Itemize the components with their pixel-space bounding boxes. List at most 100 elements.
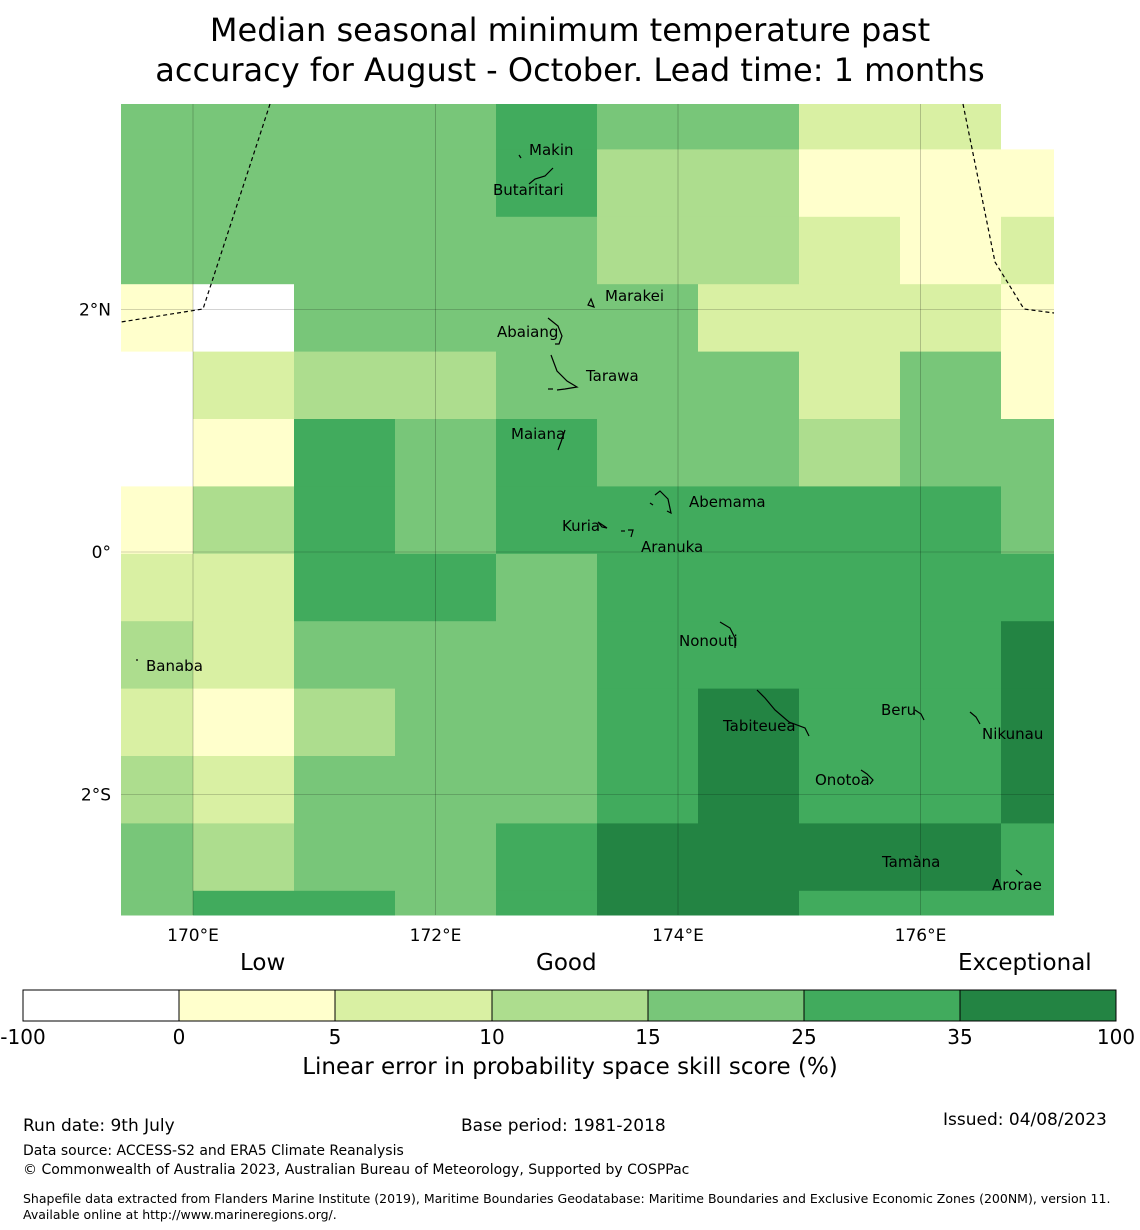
grid-cell xyxy=(900,419,1001,487)
island-label: Abaiang xyxy=(497,323,558,341)
grid-cell xyxy=(496,621,597,690)
shapefile-credit: Shapefile data extracted from Flanders M… xyxy=(23,1191,1111,1222)
eez-boundary-west xyxy=(120,103,271,323)
grid-cell xyxy=(395,351,496,420)
grid-cell xyxy=(395,553,496,622)
grid-cell xyxy=(496,104,597,150)
grid-cell xyxy=(193,149,294,218)
grid-cell xyxy=(193,621,294,690)
grid-cell xyxy=(698,688,799,757)
grid-cell xyxy=(496,284,597,353)
grid-cell xyxy=(597,688,698,757)
grid-cell xyxy=(597,553,698,622)
title-line-2: accuracy for August - October. Lead time… xyxy=(155,51,985,89)
grid-cell xyxy=(1001,486,1054,555)
grid-cell xyxy=(121,688,193,757)
grid-cell xyxy=(193,688,294,757)
grid-cell xyxy=(121,553,193,622)
colorbar-tick-label: 15 xyxy=(635,1025,660,1049)
grid-cell xyxy=(193,351,294,420)
grid-cell xyxy=(900,823,1001,892)
grid-cell xyxy=(597,419,698,487)
grid-cell xyxy=(496,553,597,622)
grid-cell xyxy=(698,149,799,218)
y-tick-label: 2°S xyxy=(81,786,111,806)
colorbar-tick-label: -100 xyxy=(0,1025,45,1049)
island-outline xyxy=(969,711,981,725)
graticule xyxy=(121,104,1054,915)
colorbar-segment xyxy=(959,989,1117,1022)
island-outline xyxy=(597,521,608,529)
island-outline xyxy=(587,297,596,308)
run-date: Run date: 9th July xyxy=(23,1116,175,1136)
grid-cell xyxy=(1001,688,1054,757)
grid-cell xyxy=(799,486,900,555)
grid-cell xyxy=(294,621,395,690)
y-tick-label: 2°N xyxy=(79,301,111,321)
grid-cell xyxy=(294,756,395,824)
grid-cell xyxy=(121,149,193,218)
grid-cell xyxy=(597,216,698,285)
grid-cell xyxy=(1001,104,1054,150)
grid-cell xyxy=(799,216,900,285)
grid-cell xyxy=(121,486,193,555)
island-outline xyxy=(914,709,925,721)
grid-cell xyxy=(193,104,294,150)
colorbar-tick-labels: -100 0 5 10 15 25 35 100 xyxy=(0,1025,1135,1049)
grid-cell xyxy=(597,284,698,353)
grid-cell xyxy=(1001,284,1054,353)
grid-cell xyxy=(799,419,900,487)
grid-cell xyxy=(799,621,900,690)
colorbar-segment xyxy=(334,989,493,1022)
island-label: Beru xyxy=(881,701,916,719)
grid-cell xyxy=(496,419,597,487)
grid-cell xyxy=(193,284,294,353)
grid-cell xyxy=(193,419,294,487)
grid-cell xyxy=(597,351,698,420)
grid-cell xyxy=(294,149,395,218)
copyright: © Commonwealth of Australia 2023, Austra… xyxy=(23,1162,690,1178)
island-outline xyxy=(550,354,579,391)
island-outline xyxy=(547,317,563,345)
grid-cell xyxy=(900,351,1001,420)
grid-cell xyxy=(121,890,193,916)
colorbar-tick-label: 25 xyxy=(791,1025,816,1049)
grid-cell xyxy=(121,823,193,892)
eez-boundaries xyxy=(120,103,1055,323)
issued-date: Issued: 04/08/2023 xyxy=(943,1110,1107,1130)
island-outline xyxy=(719,621,736,648)
island-labels: Makin Butaritari Marakei Abaiang Tarawa Maian… xyxy=(146,141,1043,894)
island-label: Tamana xyxy=(881,853,940,871)
data-source: Data source: ACCESS-S2 and ERA5 Climate … xyxy=(23,1143,404,1159)
colorbar-segment xyxy=(178,989,336,1022)
grid-cell xyxy=(698,351,799,420)
grid-cell xyxy=(496,486,597,555)
grid-cell xyxy=(799,284,900,353)
grid-cell xyxy=(900,756,1001,824)
skill-grid xyxy=(121,104,1054,916)
grid-cell xyxy=(395,890,496,916)
colorbar-word-low: Low xyxy=(240,950,286,976)
grid-cell xyxy=(799,104,900,150)
grid-cell xyxy=(900,621,1001,690)
grid-cell xyxy=(193,823,294,892)
grid-cell xyxy=(698,621,799,690)
grid-cell xyxy=(698,486,799,555)
grid-cell xyxy=(597,621,698,690)
grid-cell xyxy=(496,351,597,420)
grid-cell xyxy=(900,104,1001,150)
grid-cell xyxy=(1001,149,1054,218)
grid-cell xyxy=(799,890,900,916)
grid-cell xyxy=(395,419,496,487)
grid-cell xyxy=(698,890,799,916)
grid-cell xyxy=(698,756,799,824)
grid-cell xyxy=(294,284,395,353)
y-tick-label: 0° xyxy=(92,543,111,563)
grid-cell xyxy=(395,823,496,892)
colorbar-word-good: Good xyxy=(536,950,597,976)
island-label: Kuria xyxy=(562,517,600,535)
grid-cell xyxy=(698,419,799,487)
grid-cell xyxy=(1001,756,1054,824)
grid-cell xyxy=(193,216,294,285)
